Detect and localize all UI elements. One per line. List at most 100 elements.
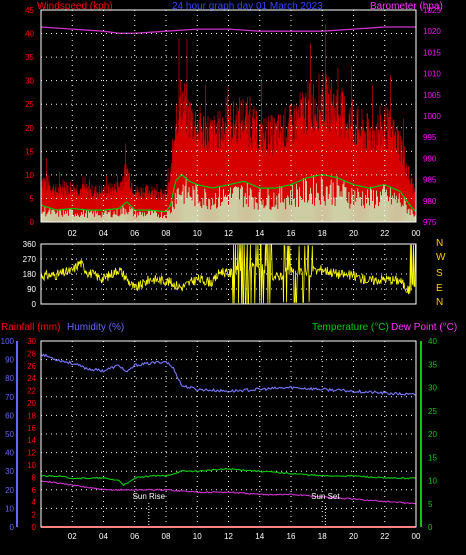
temperature-tick: 20	[428, 430, 437, 439]
top-x-tick: 22	[380, 229, 389, 238]
compass-s: S	[436, 268, 443, 279]
temperature-tick: 40	[428, 337, 437, 346]
direction-tick: 0	[32, 300, 37, 309]
windspeed-tick: 20	[25, 124, 34, 133]
humidity-axis-label: Humidity (%)	[67, 322, 125, 333]
barometer-tick: 1020	[423, 27, 441, 36]
temperature-tick: 25	[428, 407, 437, 416]
compass-n-top: N	[436, 238, 444, 249]
dewpoint-line	[40, 479, 417, 505]
bottom-x-tick: 16	[287, 532, 296, 541]
humidity-tick: 40	[5, 449, 14, 458]
humidity-tick: 50	[5, 430, 14, 439]
direction-chart-frame	[40, 243, 417, 305]
windspeed-tick: 15	[25, 147, 34, 156]
humidity-tick: 100	[1, 337, 15, 346]
top-x-tick: 00	[412, 229, 421, 238]
humidity-line	[40, 353, 417, 396]
bottom-x-tick: 10	[193, 532, 202, 541]
direction-tick: 360	[23, 240, 37, 249]
top-x-tick: 04	[99, 229, 108, 238]
bottom-x-tick: 12	[224, 532, 233, 541]
bottom-x-tick: 20	[349, 532, 358, 541]
rainfall-tick: 14	[27, 436, 36, 445]
humidity-tick: 20	[5, 486, 14, 495]
compass-e: E	[436, 283, 443, 294]
windspeed-tick: 40	[25, 30, 34, 39]
rainfall-tick: 30	[27, 337, 36, 346]
temperature-tick: 5	[428, 500, 433, 509]
humidity-tick: 30	[5, 467, 14, 476]
compass-w: W	[436, 252, 446, 263]
top-x-tick: 14	[255, 229, 264, 238]
bottom-x-tick: 06	[130, 532, 139, 541]
windspeed-tick: 25	[25, 100, 34, 109]
bottom-x-tick: 14	[255, 532, 264, 541]
top-x-tick: 06	[130, 229, 139, 238]
rainfall-axis-label: Rainfall (mm)	[1, 322, 61, 333]
windspeed-axis-label: Windspeed (kph)	[37, 1, 113, 12]
barometer-tick: 975	[423, 218, 437, 227]
rainfall-tick: 6	[32, 486, 37, 495]
top-x-tick: 02	[68, 229, 77, 238]
barometer-tick: 990	[423, 154, 437, 163]
top-x-tick: 16	[287, 229, 296, 238]
barometer-tick: 1010	[423, 70, 441, 79]
bottom-x-tick: 02	[68, 532, 77, 541]
barometer-tick: 985	[423, 176, 437, 185]
rainfall-tick: 12	[27, 449, 36, 458]
temperature-tick: 35	[428, 360, 437, 369]
top-x-tick: 20	[349, 229, 358, 238]
rainfall-tick: 24	[27, 374, 36, 383]
rainfall-tick: 20	[27, 399, 36, 408]
rainfall-tick: 16	[27, 424, 36, 433]
rainfall-tick: 8	[32, 473, 37, 482]
direction-tick: 90	[27, 285, 36, 294]
barometer-tick: 1025	[423, 6, 441, 15]
bottom-x-tick: 00	[412, 532, 421, 541]
temperature-axis-label: Temperature (°C)	[312, 322, 389, 333]
bottom-x-tick: 22	[380, 532, 389, 541]
top-x-tick: 12	[224, 229, 233, 238]
humidity-tick: 70	[5, 393, 14, 402]
rainfall-tick: 0	[32, 523, 37, 532]
wind-direction-line	[40, 244, 417, 304]
windspeed-tick: 35	[25, 53, 34, 62]
barometer-tick: 1005	[423, 91, 441, 100]
windspeed-tick: 30	[25, 77, 34, 86]
direction-tick: 180	[23, 270, 37, 279]
chart-title: 24 hour graph day 01 March 2023	[172, 1, 323, 12]
temperature-tick: 30	[428, 384, 437, 393]
windspeed-tick: 0	[30, 218, 35, 227]
rainfall-tick: 26	[27, 362, 36, 371]
barometer-tick: 1015	[423, 48, 441, 57]
windspeed-tick: 5	[30, 194, 35, 203]
temperature-line	[40, 467, 417, 487]
sunrise-label: Sun Rise	[133, 492, 166, 501]
humidity-tick: 0	[10, 523, 15, 532]
compass-n-bottom: N	[436, 297, 444, 308]
humidity-tick: 10	[5, 504, 14, 513]
rainfall-tick: 4	[32, 498, 37, 507]
dewpoint-axis-label: Dew Point (°C)	[391, 322, 458, 333]
rainfall-tick: 28	[27, 349, 36, 358]
barometer-tick: 1000	[423, 112, 441, 121]
rainfall-tick: 10	[27, 461, 36, 470]
rainfall-tick: 22	[27, 387, 36, 396]
top-x-tick: 08	[162, 229, 171, 238]
temperature-tick: 15	[428, 453, 437, 462]
top-chart-frame	[40, 9, 417, 223]
barometer-line	[40, 26, 416, 34]
temperature-tick: 0	[428, 523, 433, 532]
barometer-axis-label: Barometer (hpa)	[370, 1, 443, 12]
humidity-tick: 60	[5, 411, 14, 420]
bottom-chart-frame	[40, 340, 417, 528]
sunset-label: Sun Set	[311, 492, 340, 501]
windspeed-tick: 45	[25, 6, 34, 15]
humidity-tick: 80	[5, 374, 14, 383]
humidity-tick: 90	[5, 356, 14, 365]
barometer-tick: 995	[423, 133, 437, 142]
rainfall-tick: 2	[32, 511, 37, 520]
top-x-tick: 18	[318, 229, 327, 238]
rainfall-tick: 18	[27, 411, 36, 420]
